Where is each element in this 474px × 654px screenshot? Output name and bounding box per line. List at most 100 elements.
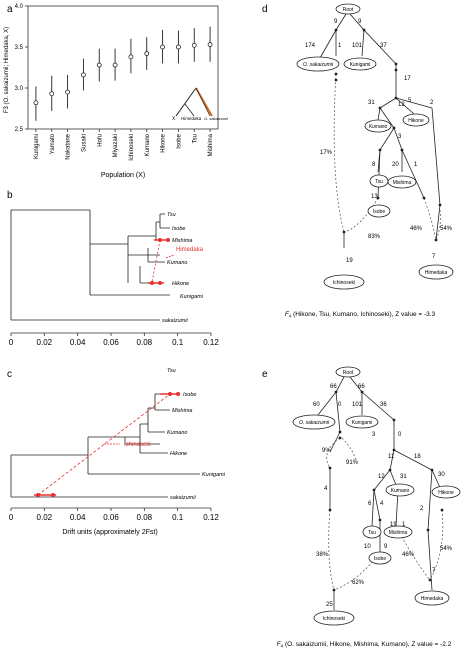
tip-kumano: Kumano — [167, 430, 188, 436]
tip-hikone: Hikone — [172, 281, 189, 287]
x-tick-label: Susaki — [81, 134, 87, 152]
edge-label: 66 — [330, 384, 337, 390]
edge-label: 8 — [372, 162, 376, 168]
admix-label: 54% — [440, 226, 453, 232]
node-sakaizumii — [292, 414, 336, 430]
admix-label: 54% — [440, 546, 453, 552]
migration-edge — [151, 239, 161, 283]
node-label-ichinoseki: Ichinoseki — [333, 280, 355, 286]
edge-label: 31 — [368, 100, 375, 106]
axis-tick-label: 0.1 — [172, 513, 184, 522]
y-tick-label: 3.0 — [15, 86, 24, 92]
panel-e-node-labels: Root O. sakaizumii Kunigami Kumano Hikon… — [299, 370, 454, 622]
data-point — [49, 91, 55, 97]
edge-label: 4 — [324, 486, 328, 492]
x-tick-label: Mishima — [208, 133, 214, 156]
panel-e-label: e — [262, 369, 268, 380]
panel-c-migration: Ichinoseki — [34, 392, 180, 497]
tip-sakaizumii: sakaizumii — [162, 318, 188, 324]
panel-e-edge-labels: 66 66 60 0 101 36 3 0 11 18 12 31 30 6 4… — [313, 384, 445, 608]
tip-sakaizumii: sakaizumii — [170, 495, 196, 501]
node-root — [335, 366, 361, 378]
node-isobe — [368, 551, 392, 565]
migration-point — [158, 238, 162, 242]
tip-isobe: Isobe — [172, 226, 185, 232]
panel-d-admix — [333, 73, 441, 241]
tree-branches — [10, 209, 170, 321]
admix-label: 46% — [410, 226, 423, 232]
node-ichinoseki — [313, 610, 355, 626]
migration-point — [176, 392, 180, 396]
node-label-hikone: Hikone — [408, 118, 424, 124]
axis-tick-label: 0.02 — [37, 513, 53, 522]
axis-tick-label: 0.04 — [70, 513, 86, 522]
axis-tick-label: 0 — [9, 338, 14, 347]
panel-d-admix-labels: 17% 46% 54% 83% — [320, 150, 453, 240]
admix-label: 46% — [402, 552, 415, 558]
panel-c-axis: 0 0.02 0.04 0.06 0.08 0.1 0.12 — [9, 507, 219, 522]
node-kumano — [364, 119, 392, 133]
node-isobe — [367, 204, 391, 218]
tip-isobe: Isobe — [183, 392, 196, 398]
migration-point — [150, 281, 154, 285]
axis-tick-label: 0.12 — [203, 338, 219, 347]
axis-tick-label: 0.06 — [103, 513, 119, 522]
admix-label: 17% — [320, 150, 333, 156]
data-point — [176, 44, 181, 50]
x-axis-label: Population (X) — [101, 172, 145, 179]
node-label-hikone: Hikone — [438, 490, 454, 496]
edge-label: 10 — [364, 544, 371, 550]
edge-label: 13 — [371, 194, 378, 200]
edge-label: 1 — [402, 522, 406, 528]
panel-c-tree — [10, 393, 200, 498]
edge-label: 9 — [384, 544, 388, 550]
edge-label: 20 — [392, 162, 399, 168]
edge-label: 18 — [414, 454, 421, 460]
node-himedaka — [414, 590, 450, 606]
panel-e-caption: F4 (O. sakaizumii, Hikone, Mishima, Kuma… — [277, 641, 452, 649]
node-kunigami — [345, 415, 379, 429]
admix-label: 9% — [322, 448, 331, 454]
node-label-mishima: Mishima — [389, 530, 408, 536]
edge-label: 101 — [352, 43, 363, 49]
node-label-himedaka: Himedaka — [425, 270, 448, 276]
data-point — [65, 89, 70, 95]
panel-b-migration: Himedaka — [148, 238, 204, 285]
data-point — [128, 54, 134, 60]
admix-label: 91% — [346, 460, 359, 466]
node-label-kunigami: Kunigami — [352, 420, 373, 426]
node-label-isobe: Isobe — [373, 209, 385, 215]
edge-label: 5 — [408, 98, 412, 104]
panel-e-nodes — [292, 366, 461, 626]
x-tick-label: Ichinoseki — [129, 134, 135, 161]
node-label-sakaizumii: O. sakaizumii — [299, 420, 330, 426]
inset-label-himedaka: Himedaka — [181, 116, 202, 121]
x-tick-label: Kumano — [145, 133, 151, 156]
x-tick-label: Isobe — [176, 133, 182, 148]
edge-label: 9 — [358, 19, 362, 25]
data-point — [207, 42, 213, 47]
edge-label: 1 — [414, 162, 418, 168]
panel-d-junctions — [334, 28, 442, 242]
edge-label: 11 — [388, 454, 395, 460]
x-tick-label: Hofu — [97, 134, 103, 147]
edge-label: 0 — [398, 432, 402, 438]
edge-label: 7 — [432, 254, 436, 260]
tip-mishima: Mishima — [172, 408, 192, 414]
edge-label: 101 — [352, 402, 363, 408]
tip-kunigami: Kunigami — [180, 294, 204, 300]
chart-marks — [33, 26, 213, 121]
axis-tick-label: 0.08 — [137, 338, 153, 347]
edge-label: 174 — [305, 43, 316, 49]
node-ichinoseki — [323, 274, 365, 290]
node-label-sakaizumii: O. sakaizumii — [303, 62, 334, 68]
panel-d-nodes — [296, 3, 454, 290]
panel-a-label: a — [7, 4, 13, 15]
panel-c-tips: Tsu Isobe Mishima Kumano Hikone Kunigami… — [167, 368, 226, 501]
inset-x-mark: X — [172, 116, 176, 122]
data-point — [81, 72, 86, 78]
migration-edge — [37, 393, 171, 496]
panel-e-graph — [317, 376, 443, 610]
x-tick-label: Tsu — [192, 134, 198, 143]
